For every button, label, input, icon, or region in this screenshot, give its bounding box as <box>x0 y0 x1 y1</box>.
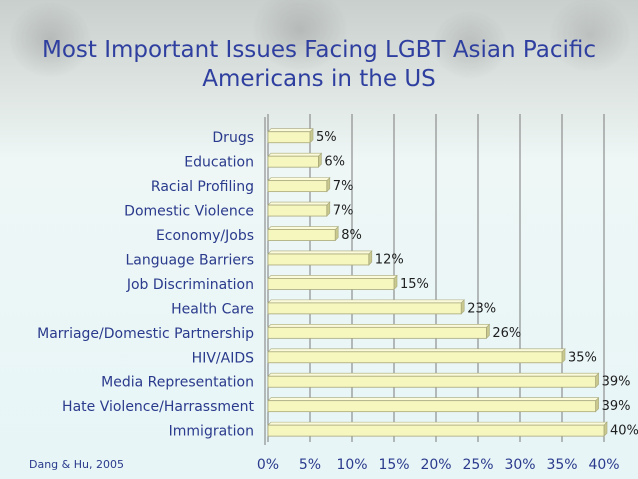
bar-top <box>267 201 331 206</box>
category-label: Drugs <box>212 130 254 146</box>
value-label: 6% <box>324 155 345 170</box>
value-label: 35% <box>568 350 597 365</box>
value-label: 12% <box>375 252 404 267</box>
bar <box>267 278 395 290</box>
value-labels: 5% 6% 7% 7% 8% 12% 15% 23% 26% 35% 39% 39% 40% <box>316 130 638 438</box>
tick-label: 10% <box>336 457 367 473</box>
bar-top <box>267 397 600 401</box>
tick-label: 25% <box>462 457 493 473</box>
chart-title-line-1: Most Important Issues Facing LGBT Asian … <box>41 37 597 63</box>
bar-top <box>267 128 314 133</box>
category-label: HIV/AIDS <box>192 350 254 366</box>
bar-top <box>267 324 491 328</box>
bar <box>267 180 328 193</box>
bar <box>267 253 370 266</box>
bar <box>267 204 328 217</box>
bar <box>267 400 597 413</box>
bar-top <box>267 421 608 426</box>
value-label: 26% <box>492 326 521 341</box>
tick-label: 5% <box>299 457 321 473</box>
bar <box>267 351 563 364</box>
value-label: 8% <box>341 228 362 243</box>
category-label: Media Representation <box>101 375 254 391</box>
category-label: Marriage/Domestic Partnership <box>37 326 254 342</box>
category-label: Racial Profiling <box>151 179 254 195</box>
bar-top <box>267 177 331 181</box>
chart-title: Most Important Issues Facing LGBT Asian … <box>0 36 638 94</box>
chart-title-line-2: Americans in the US <box>202 66 436 92</box>
value-label: 7% <box>333 179 354 194</box>
bar <box>267 229 336 241</box>
category-label: Education <box>184 155 254 171</box>
category-label: Job Discrimination <box>126 277 254 293</box>
bar-top <box>267 152 323 157</box>
value-label: 39% <box>602 399 631 414</box>
tick-label: 35% <box>546 457 577 473</box>
tick-label: 15% <box>378 457 409 473</box>
x-axis-tick-labels: 0% 5% 10% 15% 20% 25% 30% 35% 40% <box>257 457 620 473</box>
bar <box>267 424 605 437</box>
tick-label: 40% <box>588 457 619 473</box>
value-label: 7% <box>333 204 354 219</box>
bar-top <box>267 348 566 353</box>
category-labels: Drugs Education Racial Profiling Domestic V… <box>37 130 254 439</box>
category-label: Hate Violence/Harrassment <box>62 399 254 415</box>
value-label: 39% <box>602 375 631 390</box>
bar <box>267 326 487 339</box>
bar-top <box>267 275 398 279</box>
tick-label: 0% <box>257 457 279 473</box>
value-label: 40% <box>610 424 638 439</box>
bar <box>267 131 311 144</box>
category-label: Economy/Jobs <box>156 228 254 244</box>
category-label: Language Barriers <box>125 252 254 268</box>
header-photo-background <box>0 0 638 110</box>
category-label: Domestic Violence <box>124 204 254 220</box>
source-citation: Dang & Hu, 2005 <box>29 458 124 471</box>
tick-label: 30% <box>504 457 535 473</box>
bar-top <box>267 372 600 377</box>
bar-top <box>267 299 465 304</box>
value-label: 15% <box>400 277 429 292</box>
bar-top <box>267 226 339 230</box>
bar-top <box>267 250 373 255</box>
bar <box>267 302 462 315</box>
bar <box>267 155 319 168</box>
category-label: Immigration <box>169 424 254 440</box>
bars <box>267 128 608 437</box>
bar <box>267 375 597 388</box>
tick-label: 20% <box>420 457 451 473</box>
value-label: 23% <box>467 301 496 316</box>
category-label: Health Care <box>171 301 254 317</box>
value-label: 5% <box>316 130 337 145</box>
